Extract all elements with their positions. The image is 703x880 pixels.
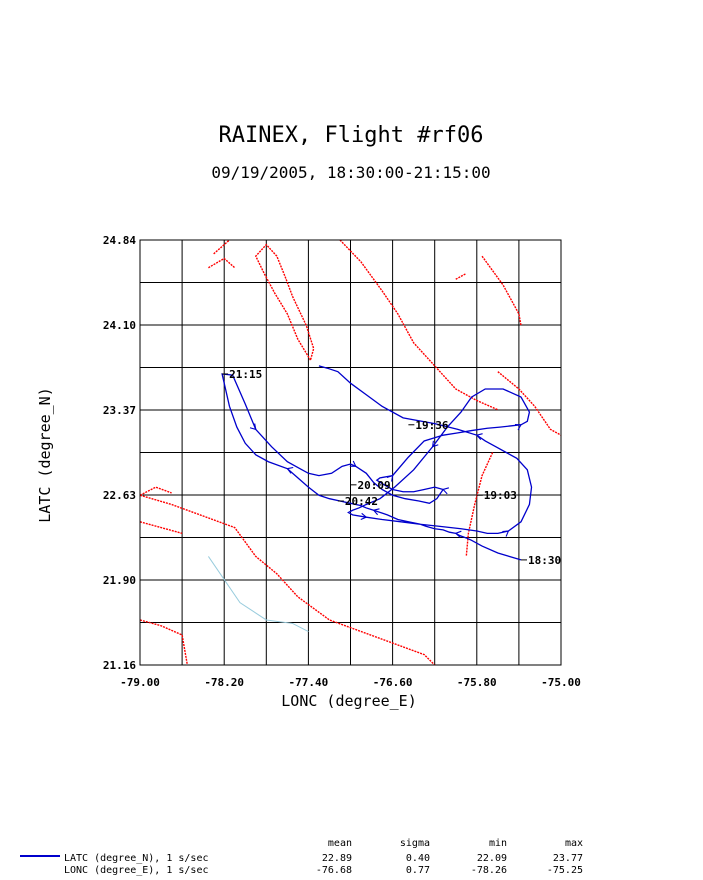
direction-arrow <box>286 466 294 474</box>
x-tick-label: -75.00 <box>541 676 581 689</box>
chart-title: RAINEX, Flight #rf06 <box>219 123 484 148</box>
x-tick-label: -79.00 <box>120 676 160 689</box>
coastline-segment <box>254 243 315 361</box>
y-tick-label: 23.37 <box>103 404 136 417</box>
coastline-segment <box>139 619 189 666</box>
grid <box>140 240 561 665</box>
y-tick-label: 24.10 <box>103 319 136 332</box>
coastline-segment <box>455 272 467 280</box>
x-tick-label: -76.60 <box>373 676 413 689</box>
time-label: 18:30 <box>528 554 561 567</box>
coastline-segment <box>481 255 522 326</box>
stats-header-min: min <box>489 838 507 849</box>
y-tick-labels: 21.16 21.90 22.63 23.37 24.10 24.84 <box>103 234 136 672</box>
time-label: 19:36 <box>415 419 448 432</box>
coastline-segment <box>465 452 494 557</box>
stats-value: 0.40 <box>406 853 430 864</box>
coastline-segment <box>213 239 230 255</box>
stats-value: 23.77 <box>553 853 583 864</box>
stats-header-max: max <box>565 838 583 849</box>
stats-value: -78.26 <box>471 865 507 876</box>
coastline-segment <box>497 371 562 436</box>
y-tick-label: 21.90 <box>103 574 136 587</box>
coastline-segment <box>139 486 172 496</box>
coastline-segment <box>208 257 236 269</box>
river-line <box>207 556 309 632</box>
time-annotations: 18:30 19:03 19:36 20:09 20:42 21:15 <box>222 368 561 567</box>
coastline-segment <box>139 494 436 666</box>
coastline <box>139 239 562 666</box>
y-axis-label: LATC (degree_N) <box>36 387 54 522</box>
y-tick-label: 22.63 <box>103 489 136 502</box>
y-tick-label: 24.84 <box>103 234 136 247</box>
direction-arrow <box>386 474 394 482</box>
direction-arrow <box>475 433 483 441</box>
time-label: 19:03 <box>484 489 517 502</box>
direction-arrow <box>502 530 510 537</box>
x-tick-label: -77.40 <box>289 676 329 689</box>
stats-value: -76.68 <box>316 865 352 876</box>
direction-arrow <box>360 512 368 521</box>
direction-arrow <box>349 460 357 467</box>
plot-frame <box>139 239 562 666</box>
x-axis-label: LONC (degree_E) <box>281 692 416 710</box>
direction-arrow <box>442 487 450 495</box>
time-label: 20:42 <box>345 495 378 508</box>
direction-arrow <box>454 530 462 538</box>
stats-row-label: LATC (degree_N), 1 s/sec <box>64 853 209 864</box>
coastline-segment <box>339 239 499 411</box>
direction-arrow <box>514 423 522 431</box>
time-label: 21:15 <box>229 368 262 381</box>
stats-value: 0.77 <box>406 865 430 876</box>
x-tick-label: -75.80 <box>457 676 497 689</box>
stats-value: 22.09 <box>477 853 507 864</box>
stats-value: 22.89 <box>322 853 352 864</box>
time-label: 20:09 <box>358 479 391 492</box>
direction-arrow <box>249 423 257 431</box>
flight-track <box>221 365 533 561</box>
stats-value: -75.25 <box>547 865 583 876</box>
stats-table: mean sigma min max LATC (degree_N), 1 s/… <box>20 838 583 876</box>
y-tick-label: 21.16 <box>103 659 136 672</box>
stats-row-label: LONC (degree_E), 1 s/sec <box>64 865 209 876</box>
stats-header-sigma: sigma <box>400 838 430 849</box>
direction-arrow <box>431 440 439 448</box>
stats-header-mean: mean <box>328 838 352 849</box>
x-tick-labels: -79.00 -78.20 -77.40 -76.60 -75.80 -75.00 <box>120 676 581 689</box>
x-tick-label: -78.20 <box>204 676 244 689</box>
flight-track-line <box>221 365 533 561</box>
direction-arrow <box>372 508 380 516</box>
coastline-segment <box>139 521 183 535</box>
chart-subtitle: 09/19/2005, 18:30:00-21:15:00 <box>211 163 490 182</box>
